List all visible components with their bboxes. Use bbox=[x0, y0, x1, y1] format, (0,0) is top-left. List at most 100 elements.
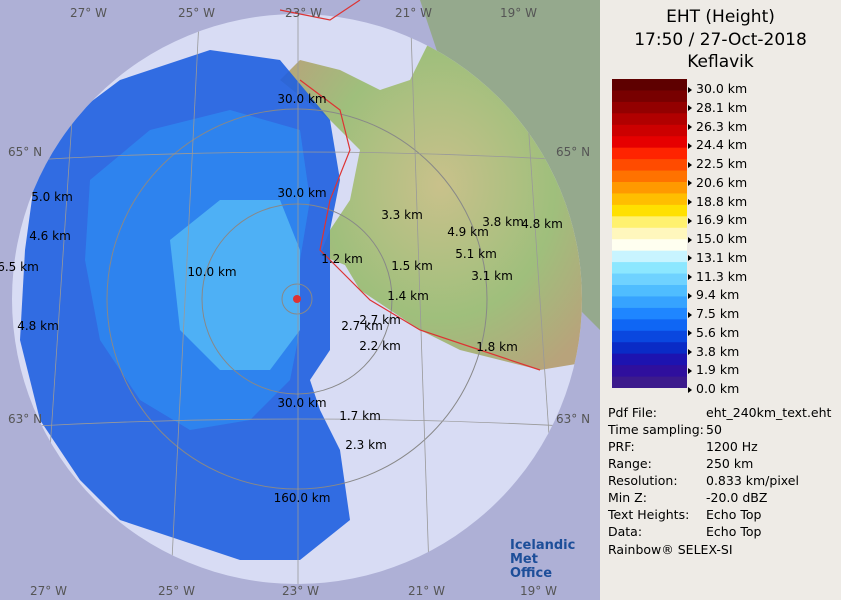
scale-swatch bbox=[612, 250, 687, 263]
info-row: PRF: 1200 Hz bbox=[608, 439, 758, 454]
site-name: Keflavik bbox=[687, 52, 754, 72]
lon-label-bottom-2: 23° W bbox=[282, 584, 319, 598]
product-title: EHT (Height) bbox=[666, 7, 775, 27]
scale-tick-icon bbox=[688, 199, 692, 205]
scale-label: 15.0 km bbox=[688, 231, 747, 246]
scale-swatch bbox=[612, 124, 687, 137]
scale-label: 7.5 km bbox=[688, 306, 739, 321]
lon-label-bottom-1: 25° W bbox=[158, 584, 195, 598]
info-key: Text Heights: bbox=[608, 507, 690, 522]
scale-swatch bbox=[612, 262, 687, 275]
info-key: Min Z: bbox=[608, 490, 647, 505]
height-label: 1.2 km bbox=[321, 252, 363, 266]
scale-label: 16.9 km bbox=[688, 212, 747, 227]
lon-label-top-1: 25° W bbox=[178, 6, 215, 20]
scale-label: 28.1 km bbox=[688, 100, 747, 115]
info-row: Resolution: 0.833 km/pixel bbox=[608, 473, 799, 488]
height-label: 5.1 km bbox=[455, 247, 497, 261]
height-label: 3.3 km bbox=[381, 208, 423, 222]
scale-swatch bbox=[612, 90, 687, 103]
info-value: Echo Top bbox=[706, 524, 762, 539]
lon-label-top-2: 23° W bbox=[285, 6, 322, 20]
imo-logo: Icelandic Met Office bbox=[510, 538, 576, 581]
scale-swatch bbox=[612, 216, 687, 229]
scale-tick-icon bbox=[688, 330, 692, 337]
height-label: 5.0 km bbox=[31, 190, 73, 204]
lon-label-top-0: 27° W bbox=[70, 6, 107, 20]
radar-map[interactable]: 27° W 25° W 23° W 21° W 19° W 27° W 25° … bbox=[0, 0, 600, 600]
scale-tick-icon bbox=[688, 349, 692, 355]
lon-label-bottom-0: 27° W bbox=[30, 584, 67, 598]
info-row: Min Z: -20.0 dBZ bbox=[608, 490, 767, 505]
scale-label: 26.3 km bbox=[688, 119, 747, 134]
info-key: Time sampling: bbox=[608, 422, 704, 437]
ring-label: 160.0 km bbox=[273, 491, 331, 505]
height-label: 2.7 km bbox=[359, 313, 401, 327]
scale-label: 24.4 km bbox=[688, 137, 747, 152]
scale-swatch bbox=[612, 193, 687, 206]
scale-tick-icon bbox=[688, 367, 692, 374]
scale-swatch bbox=[612, 353, 687, 366]
scale-swatch bbox=[612, 147, 687, 160]
info-value: eht_240km_text.eht bbox=[706, 405, 832, 420]
info-row: Time sampling: 50 bbox=[608, 422, 722, 437]
scale-swatch bbox=[612, 307, 687, 320]
info-key: Pdf File: bbox=[608, 405, 657, 420]
lat-label-right-0: 65° N bbox=[556, 145, 591, 159]
scale-label: 1.9 km bbox=[688, 362, 739, 377]
scale-tick-icon bbox=[688, 255, 692, 262]
info-value: 0.833 km/pixel bbox=[706, 473, 799, 488]
scale-swatch bbox=[612, 204, 687, 217]
info-value: Echo Top bbox=[706, 507, 762, 522]
scale-label: 13.1 km bbox=[688, 250, 747, 265]
height-color-scale bbox=[612, 79, 687, 388]
height-label: 1.5 km bbox=[391, 259, 433, 273]
datetime: 17:50 / 27-Oct-2018 bbox=[634, 30, 807, 50]
scale-label: 9.4 km bbox=[688, 287, 739, 302]
scale-swatch bbox=[612, 159, 687, 172]
footer-credit: Rainbow® SELEX-SI bbox=[608, 542, 733, 557]
scale-swatch bbox=[612, 113, 687, 126]
scale-tick-icon bbox=[688, 274, 692, 280]
info-panel: EHT (Height) 17:50 / 27-Oct-2018 Keflavi… bbox=[600, 0, 841, 600]
echo-core bbox=[170, 200, 300, 370]
radar-map-canvas bbox=[12, 0, 600, 584]
scale-label: 11.3 km bbox=[688, 269, 747, 284]
scale-tick-icon bbox=[688, 142, 692, 149]
scale-tick-icon bbox=[688, 105, 692, 112]
info-key: PRF: bbox=[608, 439, 635, 454]
scale-tick-icon bbox=[688, 311, 692, 318]
scale-tick-icon bbox=[688, 386, 692, 393]
radar-site bbox=[293, 295, 301, 303]
height-label: 1.8 km bbox=[476, 340, 518, 354]
height-label: 1.4 km bbox=[387, 289, 429, 303]
range-rings bbox=[106, 108, 488, 490]
scale-swatch bbox=[612, 319, 687, 332]
scale-swatch bbox=[612, 136, 687, 149]
info-row: Text Heights: Echo Top bbox=[608, 507, 761, 522]
scale-tick-icon bbox=[688, 180, 692, 187]
scale-swatch bbox=[612, 239, 687, 252]
lon-label-bottom-3: 21° W bbox=[408, 584, 445, 598]
scale-label: 20.6 km bbox=[688, 175, 747, 190]
height-label: 10.0 km bbox=[187, 265, 237, 279]
scale-swatch bbox=[612, 330, 687, 343]
scale-swatch bbox=[612, 182, 687, 194]
lon-label-top-4: 19° W bbox=[500, 6, 537, 20]
info-row: Range: 250 km bbox=[608, 456, 753, 471]
lon-label-top-3: 21° W bbox=[395, 6, 432, 20]
scale-label: 22.5 km bbox=[688, 156, 747, 171]
info-value: 50 bbox=[706, 422, 722, 437]
scale-tick-icon bbox=[688, 217, 692, 224]
ring-label: 30.0 km bbox=[277, 396, 327, 410]
scale-label: 5.6 km bbox=[688, 325, 739, 340]
height-label: 6.5 km bbox=[0, 260, 39, 274]
scale-label: 3.8 km bbox=[688, 344, 739, 359]
height-label: 4.8 km bbox=[17, 319, 59, 333]
info-row: Data: Echo Top bbox=[608, 524, 761, 539]
ring-label: 30.0 km bbox=[277, 186, 327, 200]
scale-swatch bbox=[612, 79, 687, 91]
info-key: Range: bbox=[608, 456, 652, 471]
height-label: 2.2 km bbox=[359, 339, 401, 353]
lat-label-left-0: 65° N bbox=[8, 145, 43, 159]
